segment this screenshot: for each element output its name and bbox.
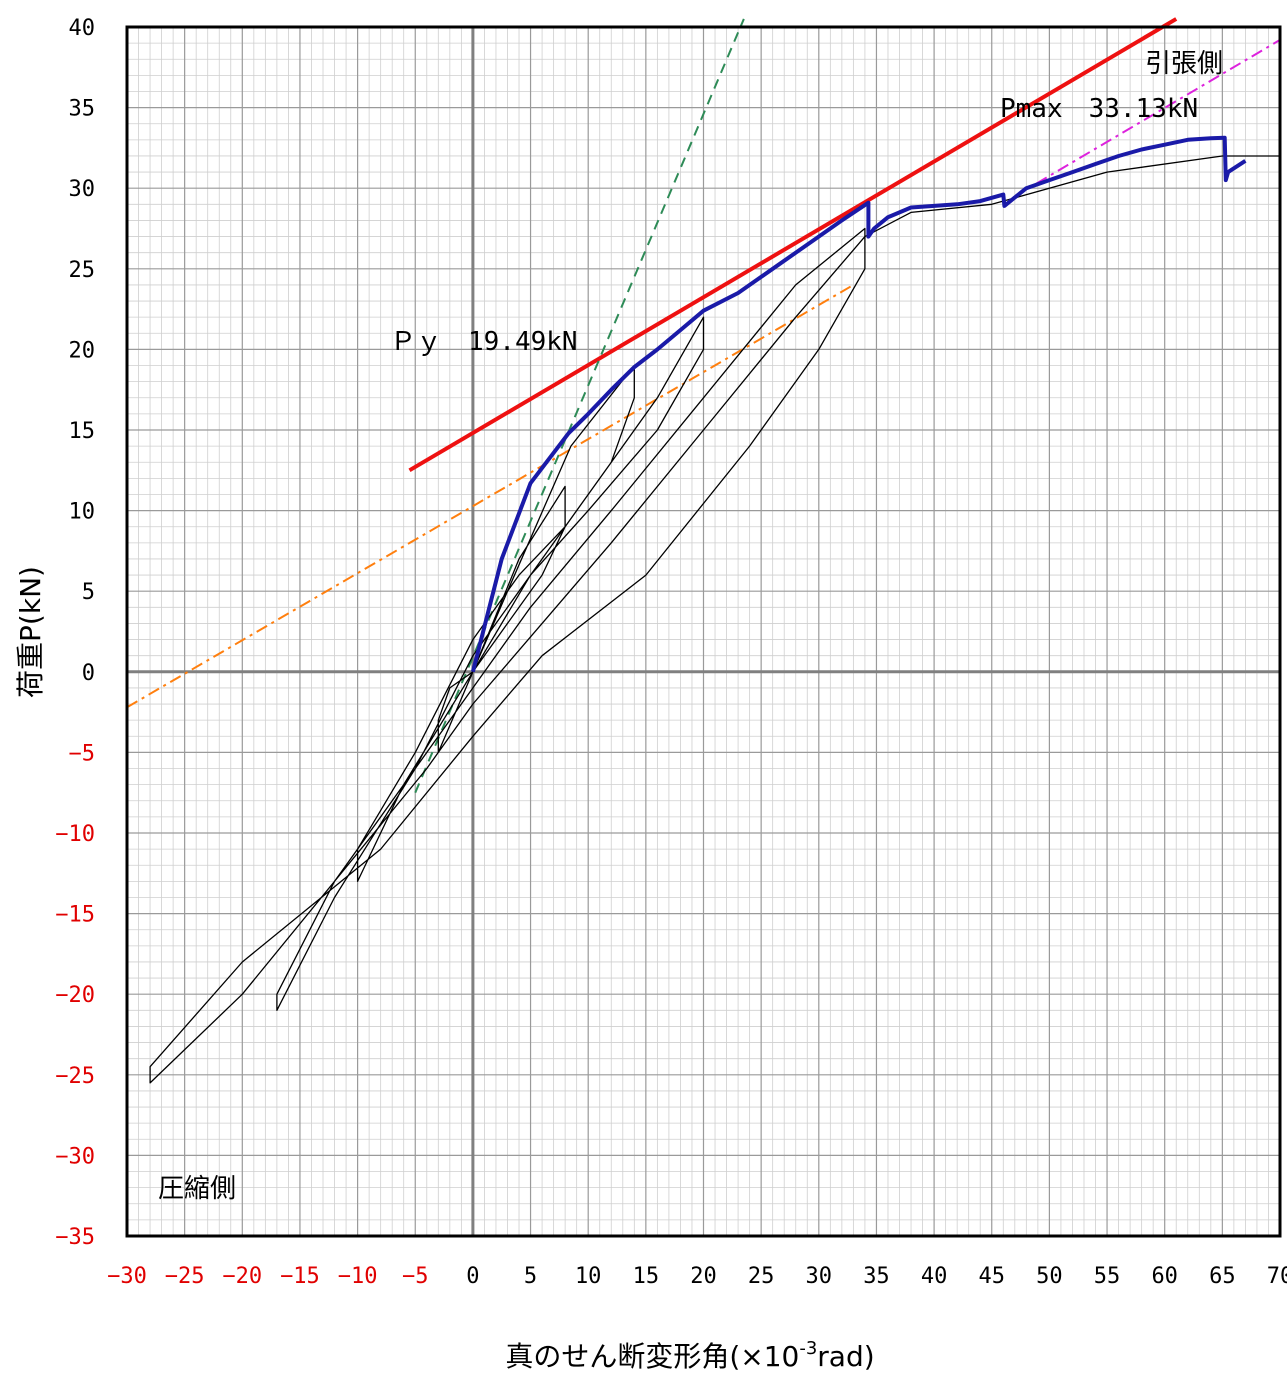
- x-axis-title: 真のせん断変形角(×10-3rad): [505, 1338, 874, 1373]
- y-tick-label: −25: [55, 1064, 95, 1089]
- x-tick-label: −20: [222, 1264, 262, 1289]
- tension-side-label: 引張側: [1145, 49, 1223, 79]
- x-tick-label: −15: [280, 1264, 320, 1289]
- initial-stiffness-line: [414, 18, 745, 794]
- y-tick-label: 40: [69, 16, 96, 41]
- x-tick-label: 65: [1209, 1264, 1236, 1289]
- hysteresis-curve: [149, 155, 1280, 1084]
- x-tick-label: 15: [633, 1264, 660, 1289]
- y-tick-label: 25: [69, 258, 96, 283]
- data-series: [149, 135, 1280, 1084]
- x-tick-label: −5: [402, 1264, 429, 1289]
- x-tick-label: 30: [806, 1264, 833, 1289]
- x-axis-title-unit: rad): [817, 1340, 874, 1373]
- x-tick-label: 10: [575, 1264, 602, 1289]
- plot-frame: [125, 25, 1282, 1238]
- x-tick-label: 0: [466, 1264, 479, 1289]
- x-tick-label: −25: [165, 1264, 205, 1289]
- yield-load-label: Ｐｙ 19.49kN: [390, 327, 578, 357]
- y-tick-label: 30: [69, 177, 96, 202]
- y-tick-label: −10: [55, 822, 95, 847]
- y-tick-label: −15: [55, 903, 95, 928]
- post-peak-line: [1014, 39, 1281, 198]
- y-tick-label: 10: [69, 500, 96, 525]
- x-tick-labels: −30 −25 −20 −15 −10 −5 0 5 10 15 20 25 30 35 40 45 50 55 6…: [107, 1264, 1287, 1289]
- x-tick-label: −30: [107, 1264, 147, 1289]
- y-tick-label: −35: [55, 1225, 95, 1250]
- x-axis-title-exponent: -3: [799, 1338, 817, 1359]
- envelope-curve: [470, 135, 1247, 673]
- x-tick-label: 45: [979, 1264, 1006, 1289]
- secant-line: [126, 284, 854, 709]
- y-tick-label: −5: [69, 741, 96, 766]
- zero-axes: [127, 27, 1280, 1236]
- y-tick-label: 35: [69, 97, 96, 122]
- x-tick-label: 60: [1151, 1264, 1178, 1289]
- x-tick-label: 55: [1094, 1264, 1121, 1289]
- tangent-line: [408, 17, 1178, 473]
- y-tick-label: 15: [69, 419, 96, 444]
- y-axis-title: 荷重P(kN): [14, 566, 47, 698]
- reference-lines: [126, 17, 1281, 794]
- x-tick-label: 70: [1267, 1264, 1287, 1289]
- y-tick-label: 0: [82, 661, 95, 686]
- x-tick-label: −10: [338, 1264, 378, 1289]
- x-axis-title-main: 真のせん断変形角(×10: [505, 1340, 799, 1373]
- compression-side-label: 圧縮側: [158, 1174, 236, 1204]
- x-tick-label: 25: [748, 1264, 775, 1289]
- y-tick-label: −30: [55, 1144, 95, 1169]
- y-tick-label: 20: [69, 338, 96, 363]
- x-tick-label: 40: [921, 1264, 948, 1289]
- y-tick-label: −20: [55, 983, 95, 1008]
- major-gridlines: [126, 26, 1281, 1237]
- y-tick-label: 5: [82, 580, 95, 605]
- y-tick-labels: −35 −30 −25 −20 −15 −10 −5 0 5 10 15 20 25 30 35 40: [55, 16, 95, 1250]
- max-load-label: Pmax 33.13kN: [1000, 94, 1198, 124]
- x-tick-label: 35: [863, 1264, 890, 1289]
- x-tick-label: 50: [1036, 1264, 1063, 1289]
- x-tick-label: 5: [524, 1264, 537, 1289]
- x-tick-label: 20: [690, 1264, 717, 1289]
